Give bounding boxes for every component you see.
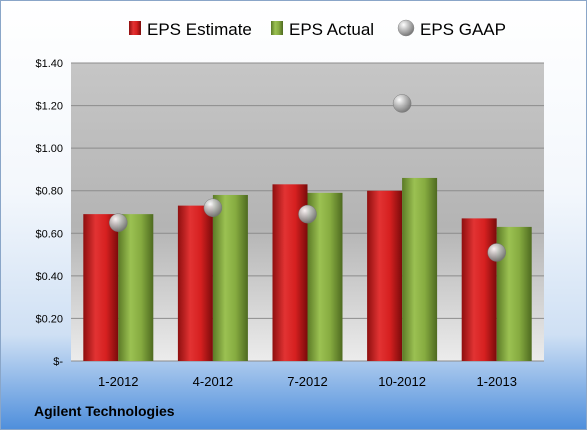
company-label: Agilent Technologies [34, 403, 175, 419]
point-eps-gaap [109, 213, 128, 232]
bar-eps-actual [118, 214, 154, 361]
x-tick-label: 1-2013 [476, 374, 516, 389]
x-tick-label: 7-2012 [287, 374, 327, 389]
x-tick-label: 1-2012 [98, 374, 138, 389]
y-tick-label: $1.00 [35, 143, 63, 155]
legend-label-estimate: EPS Estimate [147, 20, 252, 39]
bar-eps-estimate [83, 214, 119, 361]
legend-swatch-actual [271, 21, 283, 35]
eps-chart: EPS Estimate EPS Actual EPS GAAP $- $0.20… [35, 19, 544, 389]
bar-eps-estimate [177, 205, 213, 361]
bar-eps-actual [212, 194, 248, 361]
point-eps-gaap [392, 94, 412, 113]
y-axis-ticks: $- $0.20 $0.40 $0.60 $0.80 $1.00 $1.20 $1.40 [35, 58, 63, 368]
legend-marker-gaap [397, 19, 415, 37]
bar-eps-actual [402, 177, 438, 361]
legend: EPS Estimate EPS Actual EPS GAAP [129, 19, 506, 39]
y-tick-label: $0.80 [35, 186, 63, 198]
bars [83, 177, 532, 361]
y-tick-label: $0.60 [35, 228, 63, 240]
bar-eps-estimate [461, 218, 497, 361]
gaap-points [109, 94, 506, 262]
point-eps-gaap [298, 204, 317, 224]
y-tick-label: $0.20 [35, 313, 63, 325]
legend-swatch-estimate [129, 21, 141, 35]
x-axis-labels: 1-2012 4-2012 7-2012 10-2012 1-2013 [98, 374, 517, 389]
point-eps-gaap [203, 198, 223, 217]
legend-label-gaap: EPS GAAP [420, 20, 506, 39]
bar-eps-estimate [367, 190, 403, 361]
legend-label-actual: EPS Actual [289, 20, 374, 39]
y-tick-label: $1.20 [35, 101, 63, 113]
x-tick-label: 4-2012 [193, 374, 233, 389]
x-tick-label: 10-2012 [378, 374, 426, 389]
point-eps-gaap [487, 243, 506, 262]
y-tick-label: $1.40 [35, 58, 63, 70]
y-tick-label: $- [53, 356, 63, 368]
y-tick-label: $0.40 [35, 271, 63, 283]
